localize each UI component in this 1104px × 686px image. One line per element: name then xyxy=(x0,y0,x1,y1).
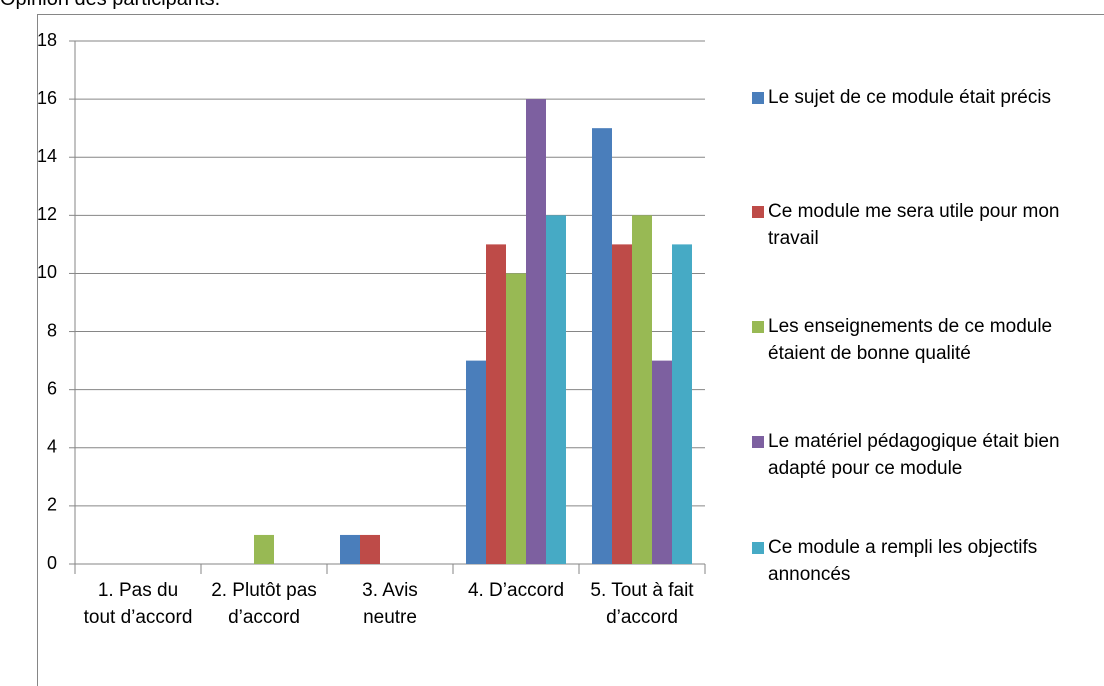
bar xyxy=(672,244,692,564)
bar xyxy=(632,215,652,565)
bar xyxy=(340,534,360,564)
y-tick-label: 14 xyxy=(37,146,57,166)
y-tick-label: 0 xyxy=(47,553,57,573)
y-tick-label: 6 xyxy=(47,378,57,398)
bar xyxy=(486,244,506,564)
legend-label: Les enseignements de ce module étaient d… xyxy=(768,316,1053,364)
legend-label: Ce module me sera utile pour mon travail xyxy=(768,201,1060,249)
x-tick-label: 2. Plutôt pas d’accord xyxy=(211,580,317,628)
x-tick-label: 4. D’accord xyxy=(467,580,565,601)
y-tick-label: 2 xyxy=(47,495,57,515)
bar xyxy=(652,360,672,564)
bar xyxy=(466,360,486,564)
bar xyxy=(506,273,526,564)
chart-frame xyxy=(37,14,1104,686)
legend-swatch xyxy=(752,321,764,333)
x-tick-label: 1. Pas du tout d’accord xyxy=(83,580,193,628)
bar xyxy=(612,244,632,564)
legend-label: Ce module a rempli les objectifs annoncé… xyxy=(768,537,1038,585)
bar xyxy=(546,215,566,565)
bar xyxy=(592,128,612,564)
y-tick-label: 10 xyxy=(37,262,57,282)
y-tick-label: 12 xyxy=(37,204,57,224)
bar xyxy=(526,99,546,564)
legend-label: Le matériel pédagogique était bien adapt… xyxy=(768,431,1060,479)
x-tick-label: 3. Avis neutre xyxy=(362,580,418,628)
bar xyxy=(360,534,380,564)
bar xyxy=(254,534,274,564)
legend-swatch xyxy=(752,92,764,104)
legend-swatch xyxy=(752,542,764,554)
y-tick-label: 8 xyxy=(47,320,57,340)
y-tick-label: 16 xyxy=(37,88,57,108)
chart-title: Opinion des participants. xyxy=(0,0,220,11)
x-tick-label: 5. Tout à fait d’accord xyxy=(590,580,694,628)
legend-swatch xyxy=(752,436,764,448)
legend-swatch xyxy=(752,206,764,218)
y-tick-label: 18 xyxy=(37,30,57,50)
y-tick-label: 4 xyxy=(47,437,57,457)
legend-label: Le sujet de ce module était précis xyxy=(768,87,1052,108)
